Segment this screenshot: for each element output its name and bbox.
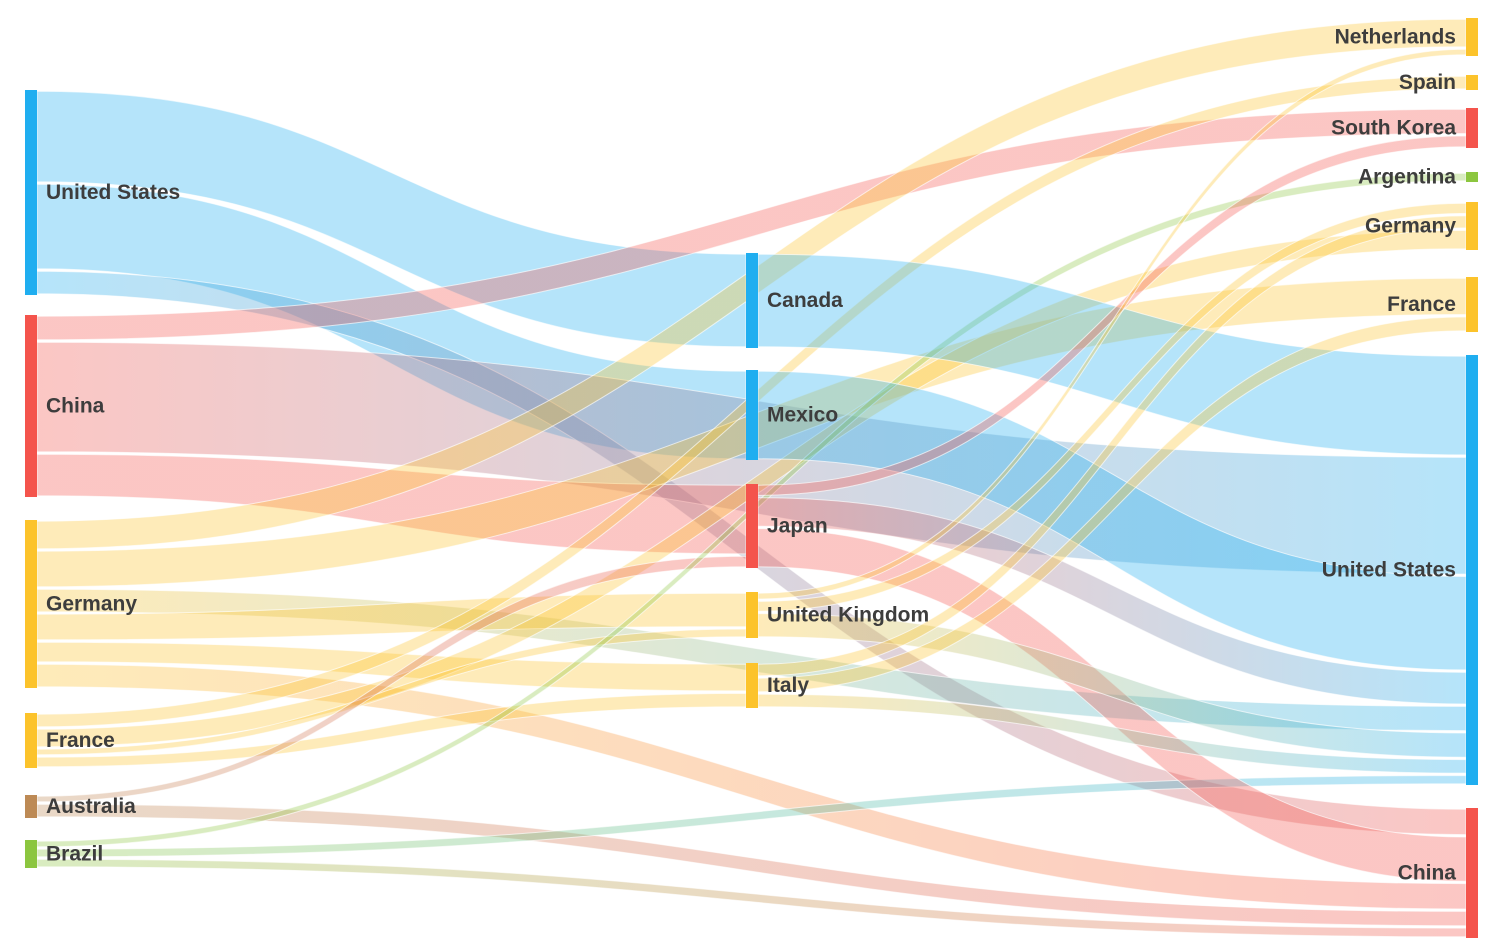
node-spain[interactable] [1466,75,1478,90]
node-japan[interactable] [746,484,758,568]
label-japan: Japan [767,515,828,538]
node-france-r[interactable] [1466,277,1478,332]
label-australia: Australia [46,795,136,818]
label-mexico: Mexico [767,404,838,427]
node-germany-r[interactable] [1466,202,1478,250]
label-brazil: Brazil [46,843,103,866]
label-italy: Italy [767,674,809,697]
node-italy[interactable] [746,663,758,708]
label-spain: Spain [1399,71,1456,94]
node-brazil[interactable] [25,840,37,868]
label-us-l: United States [46,181,180,204]
node-china-r[interactable] [1466,808,1478,938]
label-uk: United Kingdom [767,604,929,627]
node-germany-l[interactable] [25,520,37,688]
label-france-l: France [46,729,115,752]
label-germany-l: Germany [46,593,137,616]
label-germany-r: Germany [1365,215,1456,238]
node-us-l[interactable] [25,90,37,295]
label-china-r: China [1398,862,1457,885]
node-argentina[interactable] [1466,172,1478,182]
label-netherlands: Netherlands [1335,26,1456,49]
label-argentina: Argentina [1358,166,1456,189]
label-france-r: France [1387,293,1456,316]
label-canada: Canada [767,289,843,312]
node-uk[interactable] [746,592,758,638]
node-china-l[interactable] [25,315,37,497]
label-us-r: United States [1322,559,1456,582]
node-france-l[interactable] [25,713,37,768]
label-china-l: China [46,395,105,418]
node-us-r[interactable] [1466,355,1478,785]
node-south-korea[interactable] [1466,108,1478,148]
node-canada[interactable] [746,253,758,348]
node-australia[interactable] [25,795,37,818]
node-mexico[interactable] [746,370,758,460]
node-netherlands[interactable] [1466,18,1478,56]
label-south-korea: South Korea [1331,117,1456,140]
